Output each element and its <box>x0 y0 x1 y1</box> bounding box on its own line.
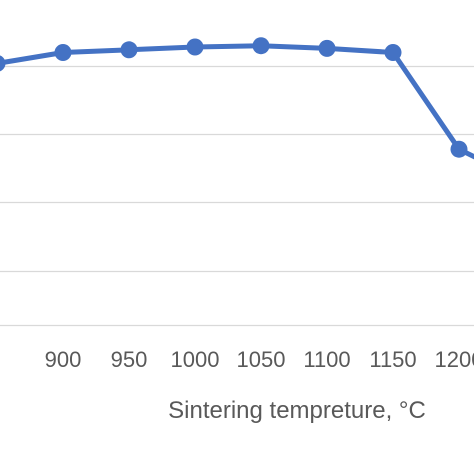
data-point-1100 <box>318 39 336 57</box>
x-tick-label: 950 <box>111 347 148 372</box>
x-tick-label: 900 <box>45 347 82 372</box>
x-tick-label: 1050 <box>237 347 286 372</box>
x-tick-label: 1150 <box>369 347 416 372</box>
data-point-1150 <box>384 44 402 61</box>
data-point-950 <box>120 41 138 59</box>
x-tick-label: 1000 <box>171 347 220 372</box>
data-point-1000 <box>186 38 204 56</box>
x-tick-label: 1200 <box>435 347 474 372</box>
data-point-1200 <box>450 140 468 158</box>
gridlines <box>0 65 474 327</box>
data-points <box>0 37 468 158</box>
data-point-850 <box>0 55 6 72</box>
x-axis-title: Sintering tempreture, °C <box>168 397 426 424</box>
x-tick-label: 1100 <box>303 347 350 372</box>
data-point-900 <box>54 44 72 61</box>
data-point-1050 <box>252 37 270 55</box>
x-tick-labels: 900950100010501100115012001 <box>45 347 474 372</box>
